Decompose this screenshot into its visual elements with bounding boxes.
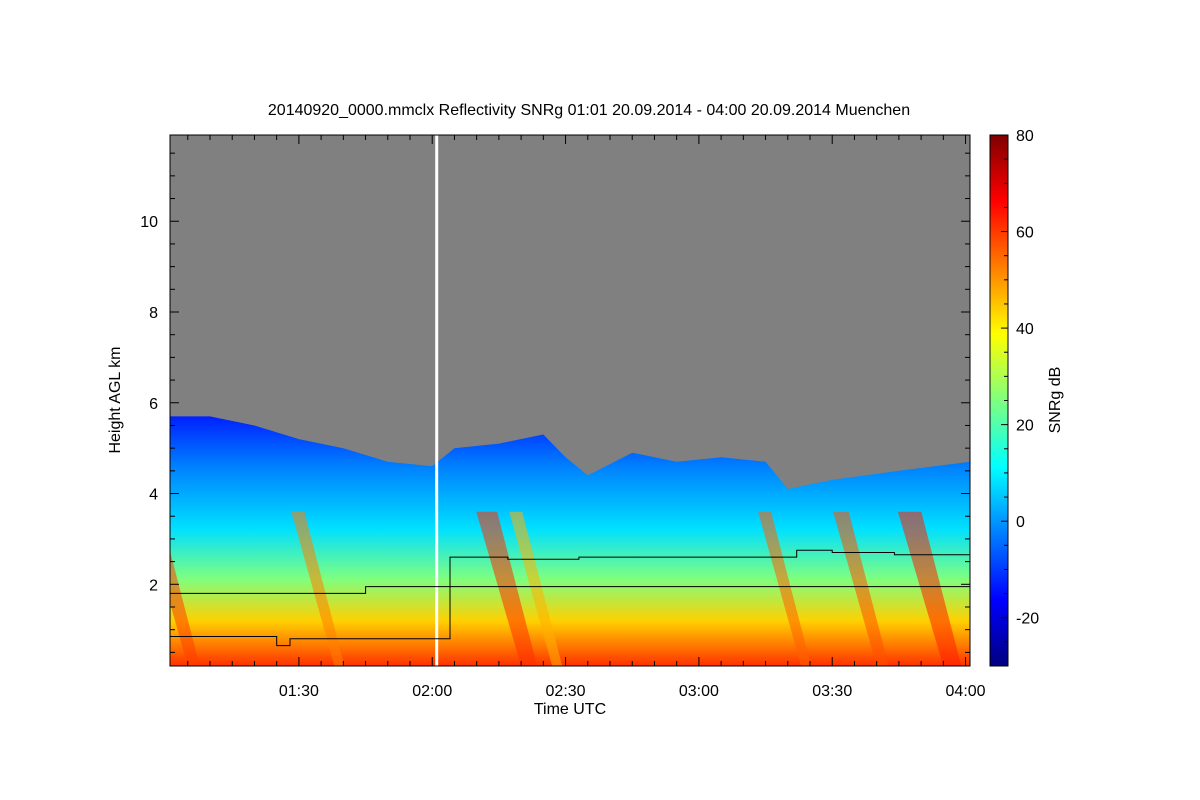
y-tick-label: 4 xyxy=(149,487,158,504)
colorbar-label: SNRg dB xyxy=(1047,367,1064,434)
x-axis: 01:30 02:00 02:30 03:00 03:30 04:00 xyxy=(187,135,986,700)
chart-title: 20140920_0000.mmclx Reflectivity SNRg 01… xyxy=(268,102,910,119)
colorbar-tick-label: 20 xyxy=(1016,418,1034,435)
fall-streak xyxy=(476,511,538,666)
fall-streak xyxy=(897,511,962,666)
x-tick-label: 03:00 xyxy=(679,683,719,700)
fall-streak xyxy=(509,511,563,666)
y-tick-label: 6 xyxy=(149,396,158,413)
echo-region xyxy=(170,416,970,666)
colorbar-tick-label: -20 xyxy=(1016,611,1039,628)
x-tick-label: 04:00 xyxy=(946,683,986,700)
plot-area xyxy=(170,135,970,666)
data-gap-line xyxy=(435,135,439,666)
x-tick-label: 03:30 xyxy=(812,683,852,700)
colorbar-ticks: -20 0 20 40 60 80 xyxy=(1001,128,1039,643)
echo-field xyxy=(170,416,970,666)
fall-streak xyxy=(291,511,345,666)
x-tick-label: 01:30 xyxy=(279,683,319,700)
colorbar-tick-label: 60 xyxy=(1016,225,1034,242)
y-tick-label: 8 xyxy=(149,305,158,322)
overlay-lines xyxy=(170,549,970,647)
y-axis-label: Height AGL km xyxy=(107,346,124,453)
colorbar-tick-label: 80 xyxy=(1016,128,1034,145)
fall-streak xyxy=(833,511,889,666)
colorbar: -20 0 20 40 60 80 SNRg dB xyxy=(989,128,1064,667)
y-tick-label: 2 xyxy=(149,577,158,594)
overlay-line-1 xyxy=(170,586,970,594)
x-tick-label: 02:30 xyxy=(546,683,586,700)
fall-streak xyxy=(170,551,200,666)
y-tick-label: 10 xyxy=(140,214,158,231)
plot-frame xyxy=(169,134,971,667)
fall-streaks xyxy=(170,511,962,666)
colorbar-tick-label: 0 xyxy=(1016,514,1025,531)
x-axis-label: Time UTC xyxy=(534,701,606,718)
overlay-line-2 xyxy=(170,549,970,647)
y-axis: 2 4 6 8 10 xyxy=(140,152,970,653)
fall-streak xyxy=(758,511,812,666)
x-tick-label: 02:00 xyxy=(412,683,452,700)
colorbar-tick-label: 40 xyxy=(1016,321,1034,338)
